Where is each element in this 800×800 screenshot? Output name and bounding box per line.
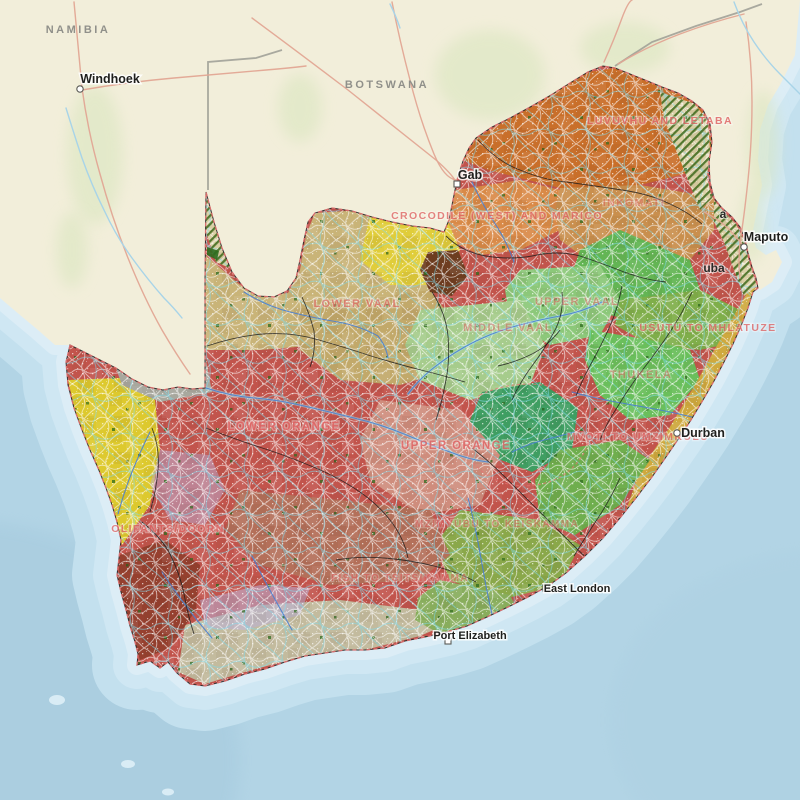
- road-botswana-ns: [391, 1, 457, 181]
- wma-labels: LUVUVHU AND LETABA CROCODILE (WEST) AND M…: [110, 114, 776, 586]
- city-label: Maputo: [744, 230, 789, 244]
- gourits-river: [251, 555, 293, 631]
- wma-label: UPPER VAAL: [535, 296, 619, 308]
- kruger-park-hatch: [660, 92, 712, 210]
- vegetation-shade: [278, 74, 322, 142]
- wma-label: INKOMATI: [603, 197, 665, 209]
- reserve-blob: [207, 247, 219, 260]
- botswana-zimbabwe-border: [614, 3, 763, 67]
- ocean-shoal: [162, 788, 174, 796]
- city-marker: [673, 429, 681, 437]
- road-windhoek-east: [81, 65, 307, 91]
- olifants-west-river: [117, 431, 151, 515]
- fish-river-namibia: [65, 107, 183, 319]
- city-label: Port Elizabeth: [433, 630, 507, 642]
- city-marker: [76, 85, 84, 93]
- crocodile-river: [471, 181, 515, 263]
- city-marker: [453, 180, 461, 188]
- river-mozambique: [733, 1, 800, 95]
- great-fish-river: [467, 497, 493, 615]
- ocean-shoal: [49, 695, 65, 705]
- road-maputo-west: [703, 211, 745, 248]
- roads: [73, 0, 753, 375]
- country-label-botswana: BOTSWANA: [345, 79, 429, 91]
- road-namibia-ns: [73, 1, 191, 375]
- city-label-fragment: uba: [703, 261, 725, 275]
- lesotho-border: [461, 383, 591, 487]
- vegetation-shade: [435, 30, 545, 120]
- wma-label: LUVUVHU AND LETABA: [587, 115, 733, 127]
- city-label: East London: [544, 583, 611, 595]
- wma-label: CROCODILE (WEST) AND MARICO: [391, 210, 603, 222]
- road-zimbabwe-ne: [617, 13, 745, 65]
- country-borders: [207, 3, 763, 190]
- city-marker: [542, 584, 550, 592]
- vaal-river: [407, 301, 603, 395]
- wma-boundaries: [141, 139, 703, 635]
- tugela-river: [571, 391, 697, 419]
- wma-label: MIDDLE VAAL: [463, 322, 553, 334]
- wma-label: MZIMVUBU TO KEISKAMMA: [415, 519, 579, 530]
- city-marker: [740, 243, 748, 251]
- senqu-river: [511, 431, 575, 453]
- vegetation-shade: [747, 90, 779, 200]
- city-label: Windhoek: [80, 72, 140, 86]
- wma-label: THUKELA: [610, 369, 672, 381]
- road-zimbabwe-n: [603, 0, 633, 63]
- city-label-fragment: a: [720, 207, 727, 221]
- ocean-shoal: [121, 760, 135, 768]
- wma-label: MVOTI TO UMZIMKULU: [567, 431, 709, 443]
- country-label-namibia: NAMIBIA: [46, 24, 111, 36]
- vegetation-shade: [56, 212, 88, 288]
- city-labels: Windhoek Gab Maputo Durban East London Port E…: [76, 71, 790, 645]
- maputaland-hatch: [714, 200, 757, 296]
- molopo-river: [243, 291, 389, 359]
- namibia-botswana-border: [207, 49, 283, 190]
- wma-label: OLIFANTS/DOORN: [111, 523, 225, 535]
- road-mozambique-coastal: [738, 21, 753, 279]
- wma-label: LOWER VAAL: [313, 298, 400, 310]
- orange-river: [205, 387, 489, 463]
- river-botswana-stub: [389, 3, 401, 29]
- deep-ocean-shade: [610, 551, 800, 800]
- vegetation-shade: [580, 22, 670, 74]
- wma-label: UPPER ORANGE: [401, 440, 511, 452]
- city-marker: [444, 637, 452, 645]
- country-labels: NAMIBIA BOTSWANA: [46, 24, 429, 91]
- road-botswana-diag: [251, 17, 457, 183]
- sa-rivers: [117, 181, 697, 639]
- wma-label: FISH TO TSITSIKAMMA: [331, 573, 469, 584]
- wma-label: USUTU TO MHLATUZE: [639, 322, 776, 334]
- city-label: Gab: [458, 168, 483, 182]
- city-label: Durban: [681, 426, 725, 440]
- external-rivers: [65, 1, 800, 319]
- wma-label: LOWER ORANGE: [227, 421, 340, 433]
